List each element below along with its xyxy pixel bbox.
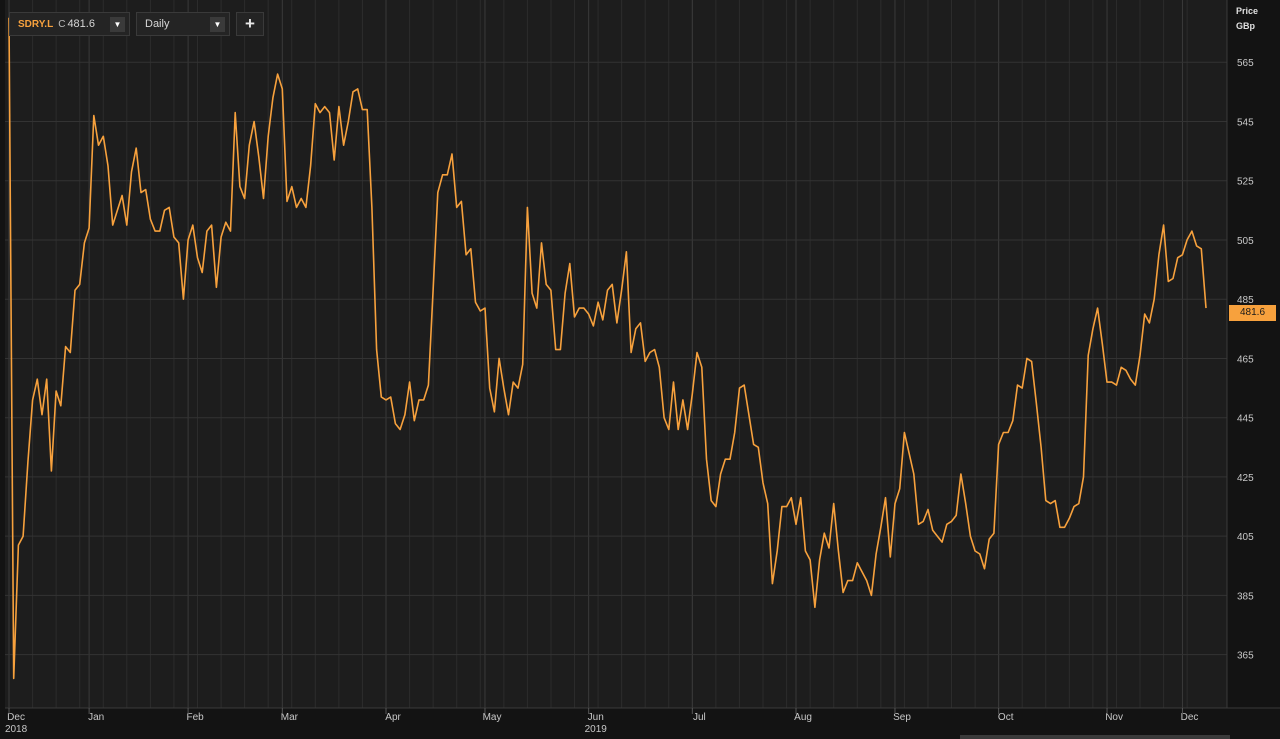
x-tick-label: Apr	[385, 712, 401, 723]
x-tick-label: Nov	[1105, 712, 1123, 723]
x-tick-label: Aug	[794, 712, 812, 723]
last-price-tag: 481.6	[1229, 305, 1276, 321]
x-tick-label: Jan	[88, 712, 104, 723]
y-tick-label: 365	[1237, 651, 1254, 662]
y-tick-label: 545	[1237, 117, 1254, 128]
x-tick-label: Jun	[588, 712, 604, 723]
chevron-down-icon[interactable]: ▼	[110, 16, 125, 32]
horizontal-scrollbar[interactable]	[960, 735, 1230, 739]
x-tick-label: Dec	[7, 712, 25, 723]
close-prefix: C	[58, 18, 66, 30]
x-tick-year-label: 2019	[585, 724, 608, 735]
x-tick-label: Jul	[693, 712, 706, 723]
close-value: 481.6	[67, 18, 95, 30]
instrument-select[interactable]: SDRY.L C 481.6 ▼	[9, 12, 130, 36]
y-tick-label: 445	[1237, 414, 1254, 425]
x-tick-label: Feb	[187, 712, 205, 723]
x-tick-label: Sep	[893, 712, 911, 723]
y-tick-label: 465	[1237, 354, 1254, 365]
y-tick-label: 525	[1237, 177, 1254, 188]
interval-label: Daily	[145, 18, 170, 30]
instrument-code: SDRY.L	[18, 18, 54, 30]
y-tick-label: 505	[1237, 236, 1254, 247]
price-series-line[interactable]	[8, 17, 1207, 680]
y-axis-title: Price	[1236, 6, 1259, 16]
y-axis-unit: GBp	[1236, 21, 1255, 31]
x-tick-label: May	[483, 712, 502, 723]
y-tick-label: 405	[1237, 532, 1254, 543]
x-tick-label: Oct	[998, 712, 1014, 723]
interval-select[interactable]: Daily ▼	[136, 12, 230, 36]
x-tick-year-label: 2018	[5, 724, 28, 735]
x-tick-label: Mar	[281, 712, 299, 723]
y-tick-label: 385	[1237, 591, 1254, 602]
chart-toolbar: SDRY.L C 481.6 ▼ Daily ▼ +	[9, 12, 264, 36]
chevron-down-icon[interactable]: ▼	[210, 16, 225, 32]
plot-background	[5, 0, 1227, 708]
add-button[interactable]: +	[236, 12, 264, 36]
y-tick-label: 485	[1237, 295, 1254, 306]
y-tick-label: 425	[1237, 473, 1254, 484]
x-tick-label: Dec	[1181, 712, 1199, 723]
y-tick-label: 565	[1237, 58, 1254, 69]
